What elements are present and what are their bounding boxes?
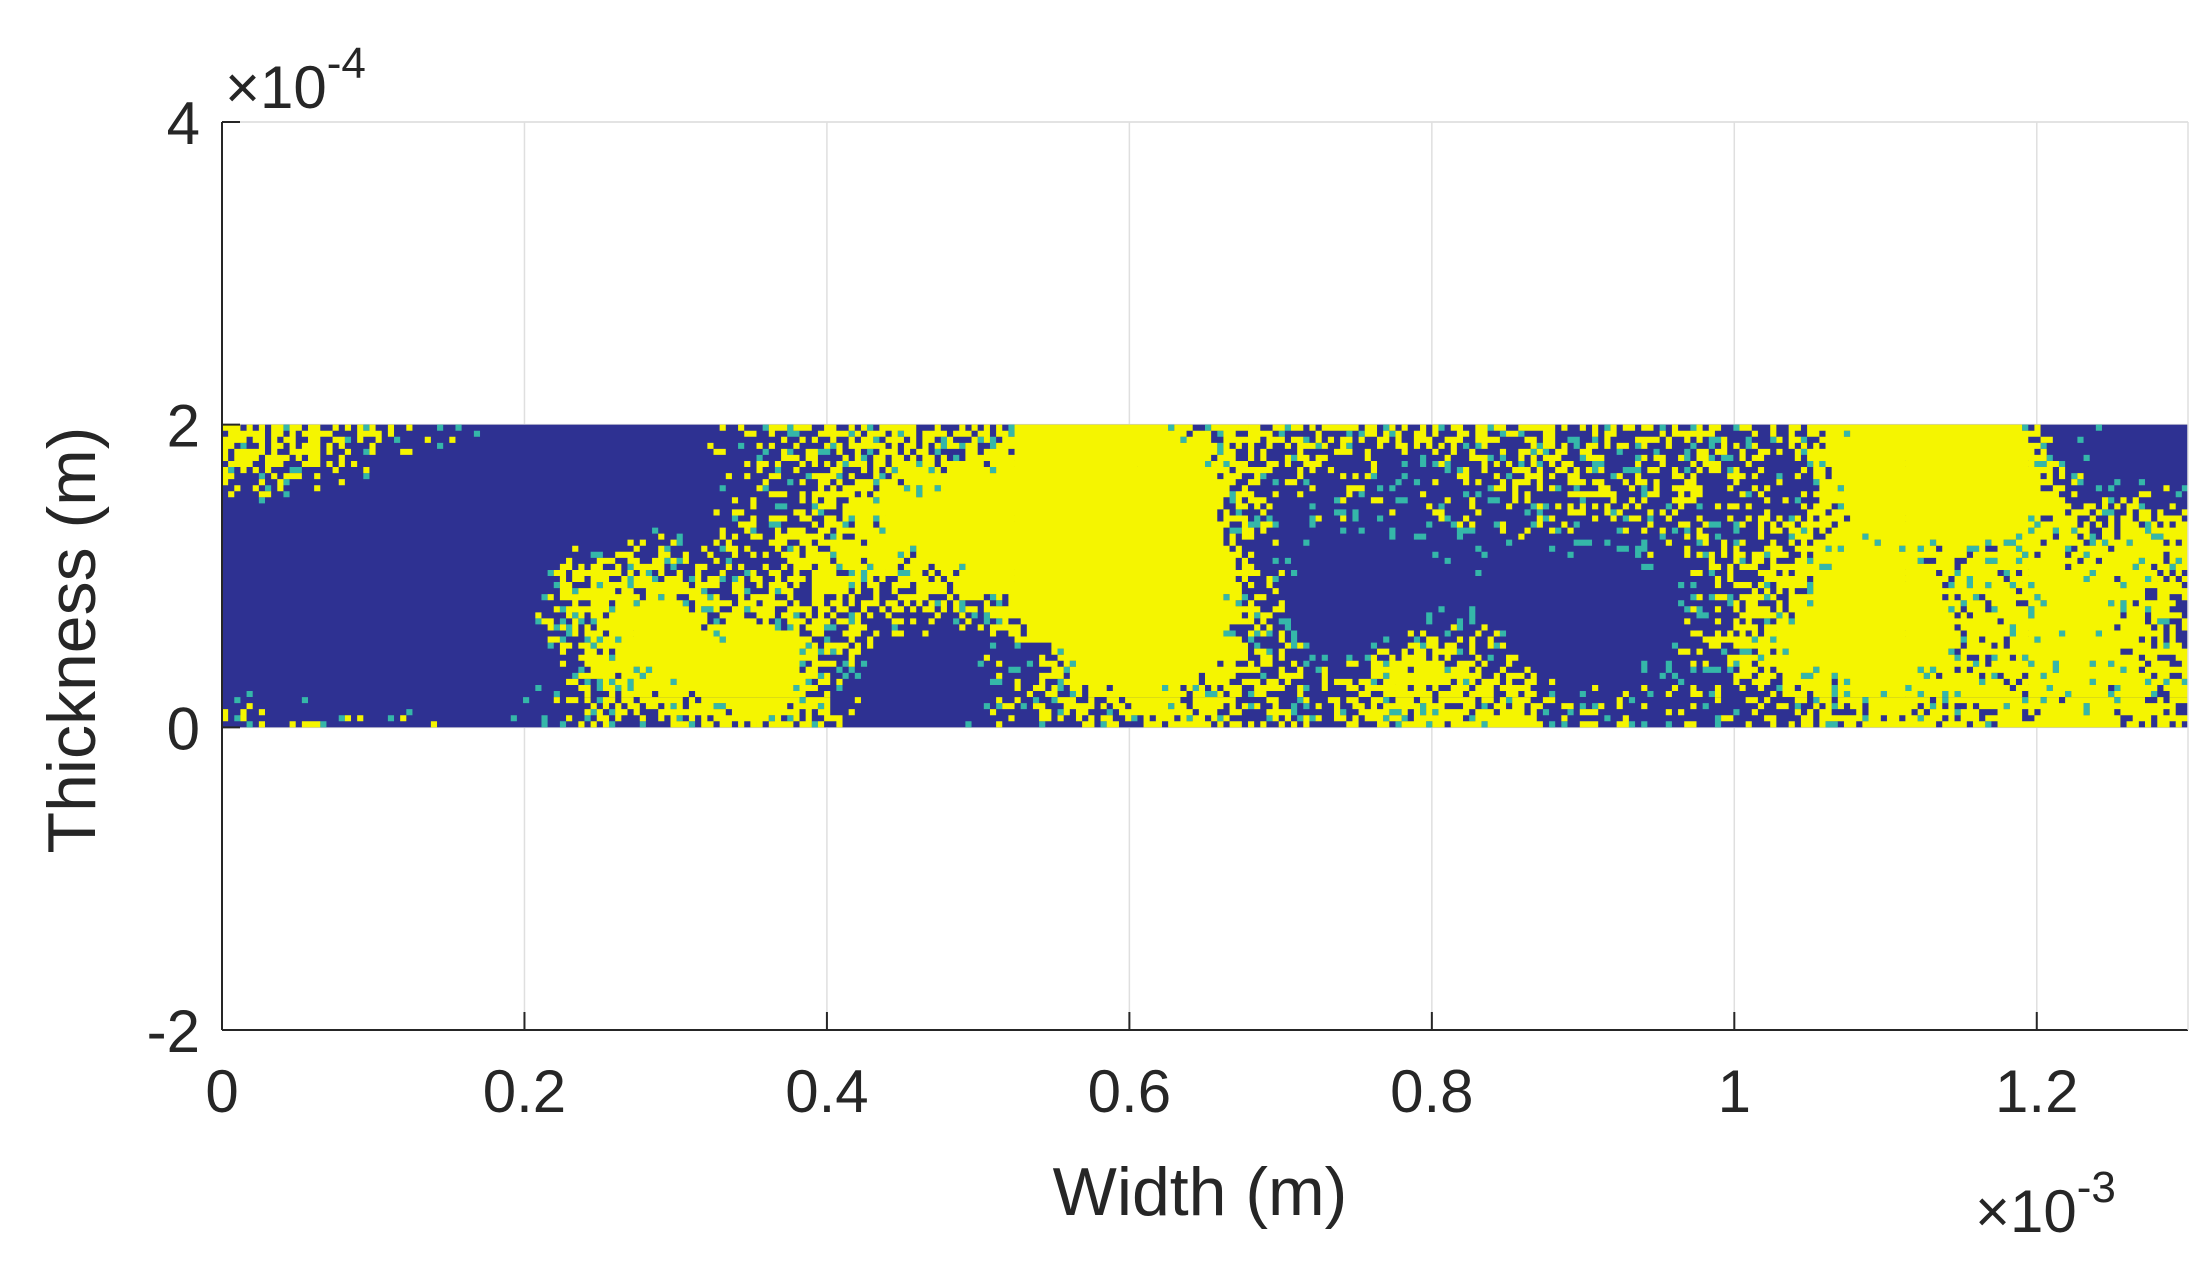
x-axis-multiplier: ×10-3	[1975, 1163, 2116, 1245]
y-tick-label: -2	[147, 998, 200, 1065]
y-multiplier-exponent: -4	[327, 39, 366, 88]
x-axis-ticks: 0 0.2 0.4 0.6 0.8 1 1.2	[205, 1012, 2078, 1125]
phase-yellow-cells	[222, 424, 2188, 728]
y-axis-ticks: -2 0 2 4	[147, 90, 240, 1065]
x-tick-label: 0.6	[1088, 1058, 1171, 1125]
x-tick-label: 0.2	[483, 1058, 566, 1125]
axes-frame	[221, 121, 2189, 1031]
y-axis-multiplier: ×10-4	[225, 39, 366, 121]
y-tick-label: 0	[167, 695, 200, 762]
x-axis-label: Width (m)	[1053, 1154, 1348, 1230]
x-tick-label: 0.4	[785, 1058, 868, 1125]
y-axis-label: Thickness (m)	[34, 427, 110, 854]
x-tick-label: 1	[1718, 1058, 1751, 1125]
x-multiplier-exponent: -3	[2077, 1163, 2116, 1212]
y-tick-label: 2	[167, 393, 200, 460]
x-tick-label: 0	[205, 1058, 238, 1125]
y-multiplier-base: ×10	[225, 54, 327, 121]
x-tick-label: 1.2	[1995, 1058, 2078, 1125]
x-tick-label: 0.8	[1390, 1058, 1473, 1125]
y-tick-label: 4	[167, 90, 200, 157]
microstructure-map	[222, 424, 2188, 728]
x-multiplier-base: ×10	[1975, 1178, 2077, 1245]
